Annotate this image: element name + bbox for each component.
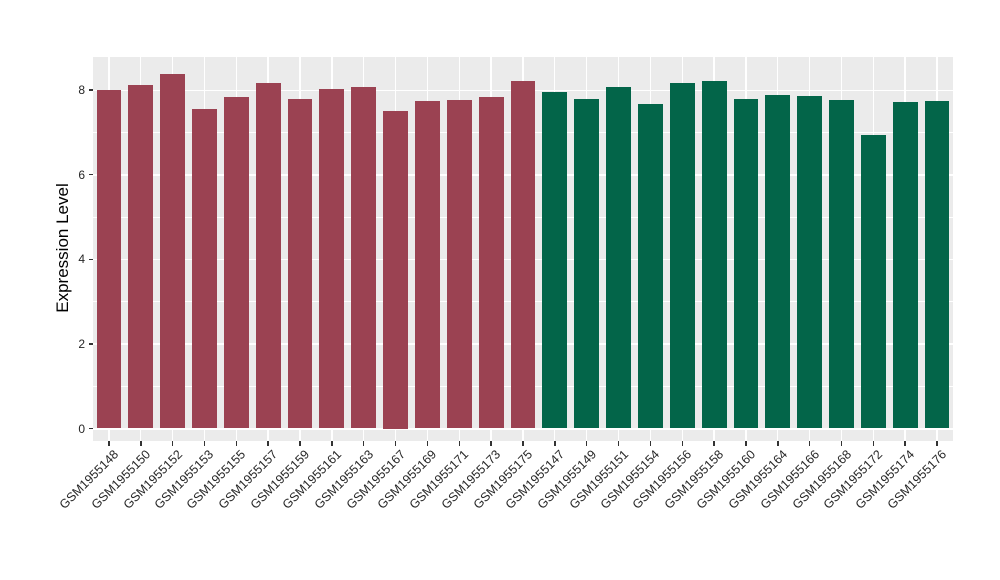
bar-GSM1955149 xyxy=(574,98,600,429)
x-tick-mark xyxy=(808,441,811,446)
x-tick-mark xyxy=(394,441,397,446)
x-tick-mark xyxy=(840,441,843,446)
bar-GSM1955173 xyxy=(478,96,504,429)
bar-GSM1955164 xyxy=(765,94,791,429)
y-axis-title: Expression Level xyxy=(53,183,72,313)
bar-GSM1955157 xyxy=(255,82,281,429)
y-tick-label: 2 xyxy=(78,336,85,351)
x-tick-mark xyxy=(777,441,779,446)
x-tick-mark xyxy=(331,441,333,446)
bar-GSM1955169 xyxy=(415,100,440,429)
x-tick-mark xyxy=(554,441,556,446)
x-tick-mark xyxy=(426,441,429,446)
bar-GSM1955161 xyxy=(319,89,345,429)
y-tick-label: 0 xyxy=(78,421,85,436)
bar-GSM1955160 xyxy=(733,98,759,429)
bar-GSM1955156 xyxy=(669,83,695,429)
bar-GSM1955166 xyxy=(797,96,823,429)
bar-GSM1955151 xyxy=(606,87,631,429)
x-tick-mark xyxy=(235,441,238,446)
bar-GSM1955150 xyxy=(128,85,154,429)
x-tick-mark xyxy=(522,441,524,446)
x-tick-mark xyxy=(713,441,715,446)
bar-GSM1955163 xyxy=(351,87,377,429)
y-tick-mark xyxy=(88,427,93,430)
bar-GSM1955171 xyxy=(446,100,472,429)
bar-GSM1955148 xyxy=(96,90,122,429)
y-tick-mark xyxy=(88,173,93,176)
x-tick-mark xyxy=(299,441,301,446)
x-tick-mark xyxy=(872,441,875,446)
x-tick-mark xyxy=(936,441,938,446)
x-tick-mark xyxy=(458,441,461,446)
bar-GSM1955147 xyxy=(542,92,568,429)
y-tick-label: 8 xyxy=(78,83,85,98)
x-tick-mark xyxy=(171,441,174,446)
x-tick-mark xyxy=(140,441,142,446)
bar-GSM1955168 xyxy=(829,99,854,429)
bar-GSM1955159 xyxy=(287,98,313,429)
x-tick-mark xyxy=(203,441,206,446)
x-tick-mark xyxy=(745,441,747,446)
bar-GSM1955176 xyxy=(924,101,950,429)
bar-GSM1955167 xyxy=(383,111,408,429)
bar-GSM1955153 xyxy=(192,108,217,429)
x-tick-mark xyxy=(649,441,652,446)
bar-GSM1955152 xyxy=(160,74,186,429)
y-tick-mark xyxy=(88,258,93,261)
y-tick-label: 6 xyxy=(78,167,85,182)
x-tick-mark xyxy=(585,441,588,446)
y-tick-mark xyxy=(88,343,93,345)
bar-GSM1955154 xyxy=(637,104,663,429)
x-tick-mark xyxy=(362,441,365,446)
y-tick-mark xyxy=(88,89,93,91)
x-tick-mark xyxy=(617,441,620,446)
x-tick-mark xyxy=(681,441,683,446)
bar-GSM1955175 xyxy=(510,80,536,429)
bar-GSM1955174 xyxy=(892,102,918,429)
bar-GSM1955172 xyxy=(860,134,886,429)
x-tick-mark xyxy=(108,441,110,446)
bar-GSM1955155 xyxy=(223,96,249,429)
x-tick-mark xyxy=(490,441,492,446)
bar-GSM1955158 xyxy=(701,80,727,429)
y-tick-label: 4 xyxy=(78,252,85,267)
x-tick-mark xyxy=(267,441,269,446)
x-tick-mark xyxy=(904,441,906,446)
